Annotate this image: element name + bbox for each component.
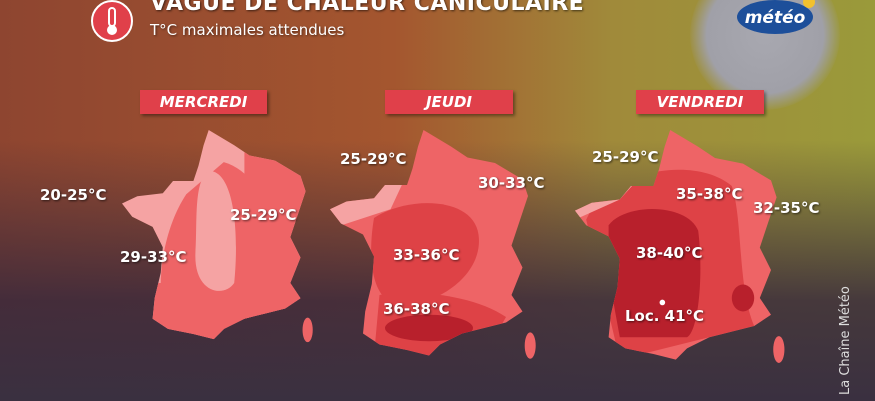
page-subtitle: T°C maximales attendues xyxy=(150,21,345,39)
day-label-mercredi: MERCREDI xyxy=(140,90,267,114)
corsica xyxy=(302,317,313,343)
map-label: Loc. 41°C xyxy=(625,307,705,325)
page-title: VAGUE DE CHALEUR CANICULAIRE xyxy=(150,0,585,16)
day-label-jeudi: JEUDI xyxy=(385,90,513,114)
map-label: 33-36°C xyxy=(393,246,460,264)
corsica xyxy=(773,336,785,363)
day-label-vendredi: VENDREDI xyxy=(636,90,764,114)
map-label: 38-40°C xyxy=(636,244,703,262)
corsica xyxy=(524,332,536,359)
map-label: 30-33°C xyxy=(478,174,545,192)
la-chaine-meteo-logo: météo xyxy=(737,0,815,34)
map-mercredi xyxy=(122,130,313,343)
credit-text: La Chaîne Météo xyxy=(838,286,853,395)
map-label: 35-38°C xyxy=(676,185,743,203)
thermometer-icon xyxy=(91,0,133,42)
map-label: 20-25°C xyxy=(40,186,107,204)
map-label: 32-35°C xyxy=(753,199,820,217)
map-label: 29-33°C xyxy=(120,248,187,266)
map-label: 25-29°C xyxy=(230,206,297,224)
map-label: 25-29°C xyxy=(340,150,407,168)
sun-icon xyxy=(803,0,815,8)
location-dot xyxy=(659,299,666,306)
map-label: 25-29°C xyxy=(592,148,659,166)
map-label: 36-38°C xyxy=(383,300,450,318)
